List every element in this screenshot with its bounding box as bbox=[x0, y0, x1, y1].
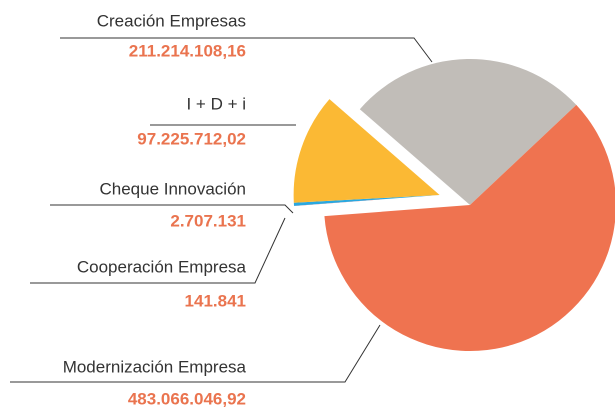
pie-slice bbox=[294, 194, 440, 207]
pie-slice bbox=[293, 99, 440, 203]
pie-slice bbox=[359, 58, 577, 206]
pie-slice bbox=[324, 104, 615, 351]
value-label: 141.841 bbox=[185, 291, 246, 310]
value-label: 97.225.712,02 bbox=[137, 129, 246, 148]
leader-line bbox=[10, 324, 381, 383]
pie-slice bbox=[293, 194, 440, 206]
leader-line bbox=[60, 37, 433, 63]
value-label: 211.214.108,16 bbox=[129, 41, 246, 60]
slice-label: Creación Empresas bbox=[97, 11, 246, 30]
slice-label: I + D + i bbox=[186, 94, 246, 113]
leader-line bbox=[30, 217, 286, 284]
slice-label: Cheque Innovación bbox=[99, 179, 246, 198]
slice-label: Modernización Empresa bbox=[63, 357, 247, 376]
slice-label: Cooperación Empresa bbox=[77, 257, 247, 276]
value-label: 2.707.131 bbox=[170, 211, 246, 230]
value-label: 483.066.046,92 bbox=[128, 389, 246, 408]
leader-line bbox=[50, 204, 294, 214]
